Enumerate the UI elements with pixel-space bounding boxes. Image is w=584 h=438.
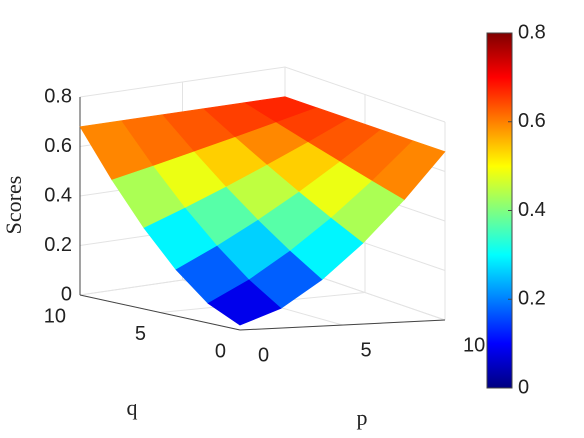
z-tick-label: 0 [61, 283, 72, 305]
y-tick-label: 10 [44, 305, 66, 327]
grid-line [79, 66, 446, 123]
colorbar-tick-label: 0.2 [518, 288, 546, 310]
x-tick-label: 0 [258, 344, 269, 366]
y-tick-label: 5 [135, 323, 146, 345]
colorbar-tick-label: 0.4 [518, 199, 546, 221]
z-tick-label: 0.2 [44, 234, 72, 256]
y-tick-label: 0 [215, 340, 226, 362]
colorbar-tick-label: 0.6 [518, 110, 546, 132]
x-tick-label: 10 [463, 334, 485, 356]
surface-cell [207, 279, 282, 326]
z-tick-label: 0.4 [44, 184, 72, 206]
z-axis-label: Scores [1, 176, 26, 235]
axis-line [79, 294, 241, 331]
colorbar [486, 32, 513, 389]
z-tick-label: 0.6 [44, 135, 72, 157]
x-tick-label: 5 [361, 339, 372, 361]
axis-line [239, 319, 446, 331]
z-tick-label: 0.8 [44, 85, 72, 107]
colorbar-tick-label: 0 [518, 376, 529, 398]
colorbar-tick-label: 0.8 [518, 21, 546, 43]
y-axis-label: q [127, 395, 138, 420]
x-axis-label: p [357, 405, 368, 430]
